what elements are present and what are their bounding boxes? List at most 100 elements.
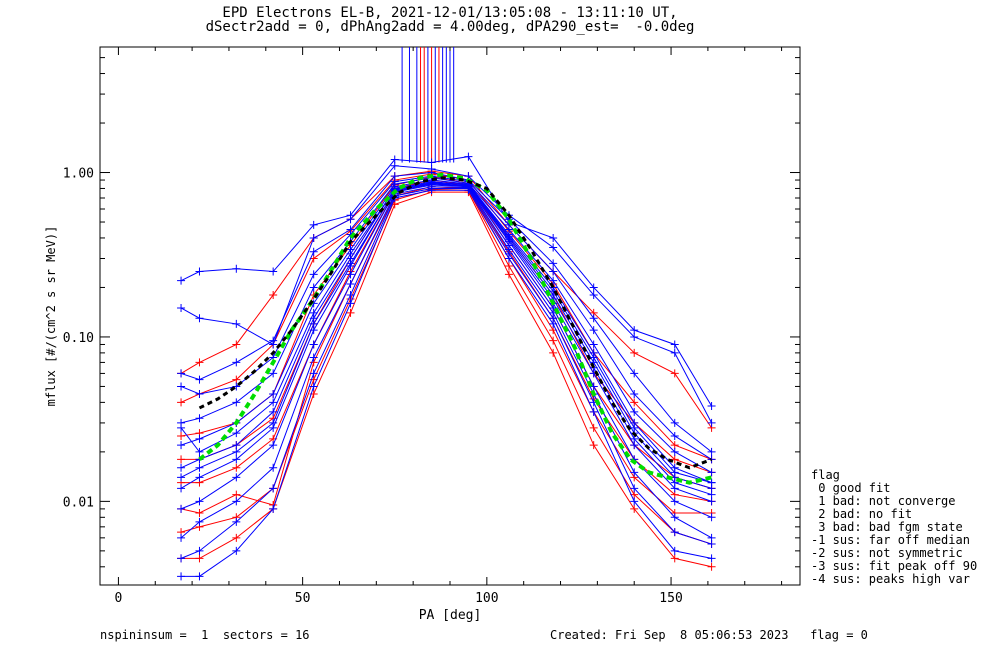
blue-trace-point	[269, 336, 278, 345]
blue-trace-point	[232, 546, 241, 555]
blue-trace-point	[630, 369, 639, 378]
x-tick-label: 100	[475, 591, 498, 606]
blue-trace-point	[177, 484, 186, 493]
blue-trace-point	[549, 276, 558, 285]
blue-trace-point	[269, 398, 278, 407]
red-trace-point	[589, 441, 598, 450]
blue-trace-point	[309, 308, 318, 317]
red-trace-point	[195, 554, 204, 563]
blue-trace-point	[232, 447, 241, 456]
blue-trace-point	[269, 267, 278, 276]
red-trace-line	[181, 191, 712, 568]
blue-trace-point	[177, 463, 186, 472]
blue-trace-line	[180, 179, 712, 484]
blue-trace-point	[670, 340, 679, 349]
series-layer	[177, 47, 716, 581]
blue-trace-point	[707, 447, 716, 456]
blue-trace-point	[232, 517, 241, 526]
red-trace-point	[670, 369, 679, 378]
blue-trace-point	[707, 497, 716, 506]
blue-trace-point	[670, 513, 679, 522]
blue-trace-point	[232, 398, 241, 407]
blue-trace-point	[630, 332, 639, 341]
legend-item: 2 bad: no fit	[811, 507, 913, 521]
red-trace-point	[630, 504, 639, 513]
red-trace-point	[549, 336, 558, 345]
blue-trace-point	[707, 402, 716, 411]
blue-trace-point	[707, 478, 716, 487]
blue-trace-point	[589, 290, 598, 299]
blue-trace-point	[195, 473, 204, 482]
red-trace-point	[195, 358, 204, 367]
blue-trace-point	[707, 540, 716, 549]
blue-trace-point	[232, 264, 241, 273]
blue-trace-point	[589, 326, 598, 335]
red-trace-point	[232, 490, 241, 499]
y-axis-label: mflux [#/(cm^2 s sr MeV)]	[44, 226, 58, 407]
blue-trace-point	[232, 429, 241, 438]
blue-trace-point	[195, 389, 204, 398]
blue-trace-point	[589, 407, 598, 416]
median-curve	[198, 176, 713, 470]
x-tick-label: 150	[659, 591, 682, 606]
y-tick-label: 0.01	[63, 495, 94, 510]
red-trace-point	[232, 340, 241, 349]
blue-trace-point	[346, 299, 355, 308]
blue-trace-point	[707, 513, 716, 522]
blue-trace-point	[177, 276, 186, 285]
blue-trace-point	[309, 382, 318, 391]
blue-trace-point	[309, 247, 318, 256]
blue-trace-point	[464, 152, 473, 161]
red-trace-point	[707, 562, 716, 571]
chart-title-line-1: EPD Electrons EL-B, 2021-12-01/13:05:08 …	[222, 5, 678, 21]
blue-trace-point	[670, 546, 679, 555]
blue-trace-point	[195, 463, 204, 472]
blue-trace-point	[589, 353, 598, 362]
blue-trace-point	[630, 468, 639, 477]
red-trace-point	[504, 270, 513, 279]
blue-trace-point	[177, 572, 186, 581]
blue-trace-line	[180, 175, 712, 460]
blue-trace-point	[232, 473, 241, 482]
blue-trace-point	[549, 233, 558, 242]
red-trace-point	[670, 554, 679, 563]
blue-trace-point	[707, 455, 716, 464]
blue-trace-point	[707, 554, 716, 563]
blue-trace-point	[309, 270, 318, 279]
blue-trace-point	[630, 423, 639, 432]
x-tick-label: 50	[295, 591, 311, 606]
blue-trace-point	[269, 484, 278, 493]
blue-trace-point	[177, 504, 186, 513]
blue-trace-point	[309, 340, 318, 349]
blue-trace-point	[504, 254, 513, 263]
blue-trace-point	[309, 220, 318, 229]
blue-trace-point	[549, 319, 558, 328]
y-tick-label: 1.00	[63, 167, 94, 182]
red-trace-point	[630, 348, 639, 357]
blue-trace-point	[707, 490, 716, 499]
blue-trace-point	[346, 259, 355, 268]
blue-trace-point	[670, 468, 679, 477]
blue-trace-point	[232, 497, 241, 506]
blue-trace-point	[630, 326, 639, 335]
blue-trace-point	[232, 455, 241, 464]
blue-trace-point	[177, 382, 186, 391]
red-trace-point	[670, 441, 679, 450]
blue-trace-point	[309, 319, 318, 328]
blue-trace-point	[346, 215, 355, 224]
legend-item: -3 sus: fit peak off 90	[811, 559, 978, 573]
blue-trace-point	[195, 375, 204, 384]
blue-trace-point	[464, 181, 473, 190]
legend-item: -4 sus: peaks high var	[811, 572, 970, 586]
blue-trace-point	[195, 414, 204, 423]
series-clip-group	[177, 47, 716, 581]
blue-trace-line	[180, 165, 713, 424]
blue-trace-point	[195, 267, 204, 276]
blue-trace-point	[269, 441, 278, 450]
blue-trace-point	[346, 270, 355, 279]
blue-trace-point	[549, 243, 558, 252]
blue-trace-point	[346, 249, 355, 258]
blue-trace-point	[269, 407, 278, 416]
red-trace-point	[195, 508, 204, 517]
